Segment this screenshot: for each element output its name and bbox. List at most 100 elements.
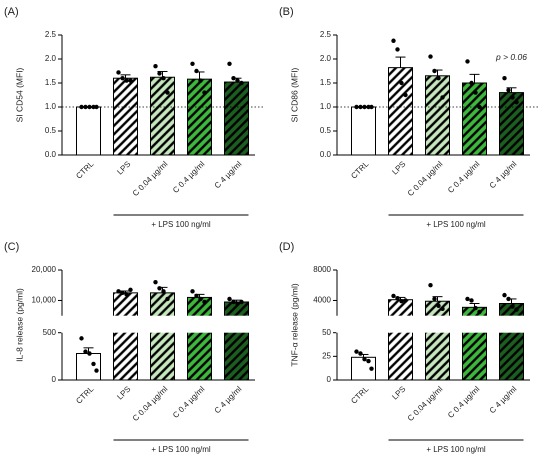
- data-point: [477, 309, 482, 315]
- data-point: [120, 290, 125, 296]
- panel: (C) IL-8 release (pg/ml) 0 500 10,000 20,000 C…: [4, 241, 258, 454]
- data-point: [87, 104, 92, 110]
- data-point: [514, 100, 519, 105]
- y-tick-label: 1.5: [320, 78, 332, 87]
- data-point: [116, 70, 121, 75]
- x-tick-label: C 4 µg/ml: [488, 159, 519, 190]
- data-point: [391, 293, 396, 299]
- y-tick-label: 25: [322, 351, 331, 360]
- data-point: [194, 293, 199, 299]
- data-point: [362, 356, 367, 362]
- data-point: [477, 104, 482, 110]
- data-point: [506, 296, 511, 302]
- data-point: [198, 296, 203, 302]
- y-tick-label: 1.5: [45, 78, 57, 87]
- data-point: [94, 104, 99, 110]
- panel: (A) SI CD54 (MFI) 0.0 0.5 1.0 1.5 2.0 2.5 CTRL LP…: [4, 6, 263, 229]
- data-point: [366, 358, 371, 364]
- data-point: [87, 351, 92, 356]
- x-tick-label: CTRL: [74, 384, 96, 406]
- data-point: [369, 104, 374, 110]
- data-point: [124, 78, 129, 83]
- x-tick-label: C 0.4 µg/ml: [171, 159, 207, 195]
- data-point: [473, 90, 478, 95]
- x-tick-label: LPS: [390, 385, 407, 402]
- panel-label: (D): [279, 241, 294, 253]
- panel: (B) SI CD86 (MFI) 0.0 0.5 1.0 1.5 2.0 2.5 CTRL LP…: [279, 6, 538, 229]
- annotation: p > 0.06: [495, 52, 527, 62]
- y-tick-label: 500: [43, 328, 57, 337]
- data-point: [83, 349, 88, 354]
- panel-label: (B): [279, 6, 294, 18]
- x-tick-label: C 0.04 µg/ml: [406, 159, 445, 198]
- y-tick-label: 0.5: [45, 126, 57, 135]
- y-tick-label: 2.5: [45, 30, 57, 39]
- data-point: [157, 71, 162, 76]
- data-point: [436, 303, 441, 308]
- bar: [425, 300, 450, 381]
- group-label: + LPS 100 ng/ml: [426, 445, 486, 454]
- bar: [351, 106, 376, 156]
- data-point: [165, 296, 170, 302]
- y-tick-label: 20,000: [32, 265, 57, 274]
- bar: [224, 81, 249, 156]
- y-tick-label: 2.0: [45, 54, 57, 63]
- bar: [113, 77, 138, 156]
- data-point: [362, 104, 367, 110]
- axis-break-gap: [336, 315, 533, 333]
- bar: [499, 303, 524, 381]
- bar: [150, 292, 175, 381]
- y-tick-label: 8000: [313, 265, 331, 274]
- x-tick-label: CTRL: [74, 159, 96, 181]
- data-point: [153, 279, 158, 285]
- data-point: [161, 289, 166, 294]
- data-point: [465, 59, 470, 64]
- x-tick-label: CTRL: [349, 384, 371, 406]
- data-point: [79, 336, 84, 341]
- y-axis-label: TNF-α release (pg/ml): [289, 283, 299, 366]
- bar: [187, 78, 212, 156]
- x-tick-label: CTRL: [349, 159, 371, 181]
- data-point: [510, 95, 515, 100]
- data-point: [231, 299, 236, 305]
- y-tick-label: 0.0: [320, 150, 332, 159]
- data-point: [502, 76, 507, 81]
- data-point: [502, 292, 507, 298]
- y-axis-label: SI CD54 (MFI): [14, 67, 24, 122]
- group-label: + LPS 100 ng/ml: [151, 445, 211, 454]
- data-point: [202, 299, 207, 305]
- data-point: [198, 78, 203, 83]
- data-point: [190, 61, 195, 66]
- y-tick-label: 0.0: [45, 150, 57, 159]
- group-label: + LPS 100 ng/ml: [426, 220, 486, 229]
- data-point: [465, 296, 470, 302]
- data-point: [432, 296, 437, 302]
- data-point: [514, 307, 519, 312]
- x-tick-label: C 4 µg/ml: [213, 159, 244, 190]
- panel-label: (C): [4, 241, 19, 253]
- bar: [224, 301, 249, 381]
- data-point: [399, 299, 404, 304]
- data-point: [436, 76, 441, 81]
- data-point: [202, 90, 207, 95]
- y-axis-label: IL-8 release (pg/ml): [14, 288, 24, 362]
- data-point: [83, 104, 88, 110]
- y-axis-label: SI CD86 (MFI): [289, 67, 299, 122]
- x-tick-label: C 0.04 µg/ml: [131, 384, 170, 423]
- data-point: [440, 95, 445, 100]
- x-tick-label: C 0.4 µg/ml: [446, 159, 482, 195]
- data-point: [128, 78, 133, 83]
- x-tick-label: C 4 µg/ml: [213, 384, 244, 415]
- bar: [76, 353, 101, 381]
- data-point: [153, 63, 158, 69]
- panel: (D) TNF-α release (pg/ml) 0 25 50 4000 8000 CTR…: [279, 241, 533, 454]
- data-point: [358, 104, 363, 110]
- data-point: [124, 292, 129, 297]
- data-point: [391, 38, 396, 43]
- x-tick-label: LPS: [115, 385, 132, 402]
- y-tick-label: 1.0: [320, 102, 332, 111]
- data-point: [432, 68, 437, 74]
- data-point: [403, 298, 408, 303]
- data-point: [469, 80, 474, 86]
